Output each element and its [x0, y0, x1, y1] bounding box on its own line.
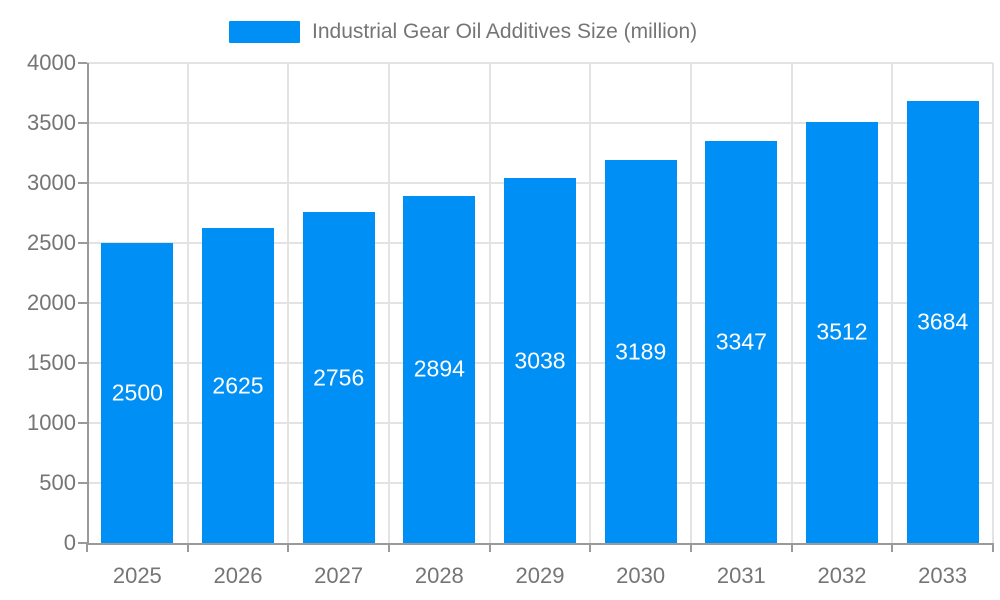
x-axis-tick-label: 2033	[918, 563, 968, 588]
bar-2028[interactable]: 2894	[403, 195, 476, 543]
x-axis-tick-mark	[891, 543, 894, 552]
y-axis-tick-mark	[78, 422, 87, 424]
bar-2033[interactable]: 3684	[906, 100, 979, 543]
y-axis-tick-label: 1000	[27, 410, 76, 435]
y-axis-tick-label: 3000	[27, 170, 76, 195]
y-axis-tick-mark	[78, 302, 87, 304]
gridline-vertical	[891, 63, 894, 543]
y-axis-tick-mark	[78, 182, 87, 184]
bar-2026[interactable]: 2625	[202, 228, 274, 543]
x-axis-tick-mark	[790, 543, 793, 552]
y-axis-tick-mark	[78, 542, 87, 544]
y-axis-tick-label: 3500	[27, 110, 76, 135]
y-axis-tick-mark	[78, 122, 87, 124]
x-axis-tick-label: 2029	[515, 563, 565, 588]
gridline-vertical	[388, 63, 390, 543]
y-axis-tick-label: 4000	[27, 50, 76, 75]
x-axis-tick-mark	[86, 543, 88, 552]
y-axis-line	[87, 63, 89, 543]
x-axis-tick-mark	[287, 543, 290, 552]
gridline-vertical	[690, 63, 692, 543]
y-axis-tick-mark	[78, 482, 87, 484]
gridline-vertical	[992, 63, 994, 543]
y-axis-tick-mark	[78, 362, 87, 364]
y-axis-tick-label: 2000	[27, 290, 76, 315]
gridline-vertical	[287, 63, 290, 543]
gridline-horizontal	[87, 122, 993, 124]
legend-item[interactable]: Industrial Gear Oil Additives Size (mill…	[229, 20, 697, 44]
bar-2030[interactable]: 3189	[604, 160, 677, 543]
bar-value-label: 3512	[816, 318, 868, 345]
gridline-vertical	[488, 63, 491, 543]
bar-2025[interactable]: 2500	[101, 243, 174, 543]
x-axis-tick-label: 2027	[314, 563, 364, 588]
plot-area: 2500 2625 2756 2894 3038 3189 3347 3512 3684	[87, 62, 994, 545]
x-axis-tick-label: 2031	[716, 563, 766, 588]
bar-value-label: 3347	[715, 328, 767, 355]
bar-value-label: 2894	[413, 355, 465, 382]
gridline-vertical	[186, 63, 189, 543]
bar-value-label: 3189	[615, 338, 667, 365]
y-axis-tick-label: 1500	[27, 350, 76, 375]
bar-value-label: 3684	[917, 308, 969, 335]
y-axis-tick-label: 500	[39, 470, 76, 495]
bar-value-label: 3038	[514, 347, 566, 374]
x-axis-tick-mark	[488, 543, 491, 552]
x-axis-line	[87, 543, 993, 545]
bar-2027[interactable]: 2756	[302, 212, 375, 543]
bar-2032[interactable]: 3512	[806, 121, 878, 543]
gridline-vertical	[790, 63, 793, 543]
bar-value-label: 2625	[212, 372, 264, 398]
bar-value-label: 2756	[313, 364, 365, 391]
legend-label: Industrial Gear Oil Additives Size (mill…	[312, 20, 698, 43]
bar-2029[interactable]: 3038	[504, 178, 576, 543]
y-axis-tick-label: 2500	[27, 230, 76, 255]
bar-value-label: 2500	[111, 379, 163, 406]
y-axis-tick-label: 0	[63, 530, 76, 555]
x-axis-tick-mark	[690, 543, 692, 552]
x-axis-tick-mark	[388, 543, 390, 552]
x-axis-tick-mark	[589, 543, 592, 552]
x-axis-tick-label: 2032	[817, 563, 867, 588]
bar-2031[interactable]: 3347	[705, 141, 778, 543]
x-axis-tick-label: 2026	[213, 563, 263, 588]
x-axis-tick-mark	[992, 543, 994, 552]
legend-swatch	[229, 21, 300, 43]
x-axis-tick-label: 2028	[414, 563, 464, 588]
x-axis-tick-label: 2025	[112, 563, 162, 588]
x-axis-tick-label: 2030	[616, 563, 666, 588]
y-axis-tick-mark	[78, 62, 87, 64]
gridline-vertical	[589, 63, 592, 543]
gridline-horizontal	[87, 62, 993, 64]
y-axis-tick-mark	[78, 242, 87, 244]
x-axis-tick-mark	[186, 543, 189, 552]
